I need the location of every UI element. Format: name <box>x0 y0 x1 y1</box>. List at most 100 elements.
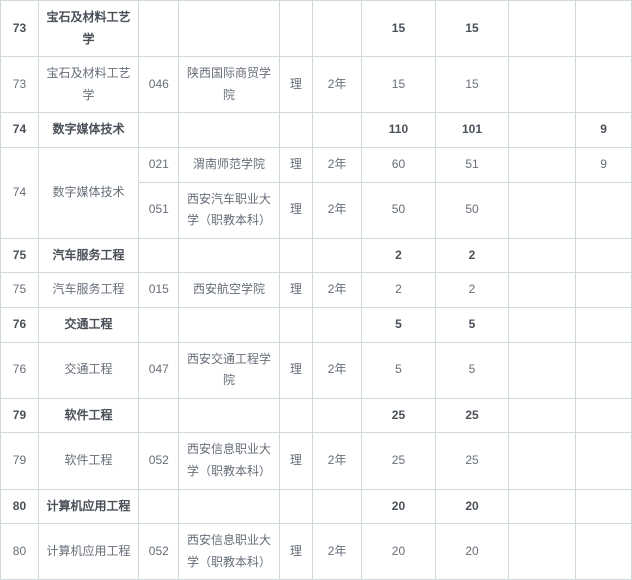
table-cell <box>576 273 632 308</box>
table-cell <box>279 489 312 524</box>
table-cell <box>279 1 312 57</box>
table-cell: 交通工程 <box>38 342 138 398</box>
table-cell: 宝石及材料工艺学 <box>38 1 138 57</box>
table-cell <box>576 433 632 489</box>
table-cell: 西安汽车职业大学（职教本科） <box>179 182 279 238</box>
table-cell: 75 <box>1 273 39 308</box>
table-cell: 汽车服务工程 <box>38 238 138 273</box>
table-cell: 理 <box>279 524 312 580</box>
table-row: 80计算机应用工程052西安信息职业大学（职教本科）理2年2020 <box>1 524 632 580</box>
table-cell: 75 <box>1 238 39 273</box>
table-cell: 20 <box>362 489 436 524</box>
table-cell <box>576 57 632 113</box>
table-cell: 20 <box>435 489 509 524</box>
table-cell <box>509 524 576 580</box>
table-cell <box>279 398 312 433</box>
table-cell: 79 <box>1 433 39 489</box>
table-cell: 5 <box>362 307 436 342</box>
table-row: 75汽车服务工程22 <box>1 238 632 273</box>
table-cell <box>576 489 632 524</box>
table-cell <box>576 398 632 433</box>
table-cell: 73 <box>1 1 39 57</box>
table-cell <box>576 238 632 273</box>
table-cell <box>279 307 312 342</box>
table-cell: 051 <box>139 182 179 238</box>
table-cell: 76 <box>1 307 39 342</box>
table-cell: 2年 <box>313 524 362 580</box>
table-cell <box>576 307 632 342</box>
table-cell <box>509 113 576 148</box>
table-cell: 理 <box>279 57 312 113</box>
table-cell: 宝石及材料工艺学 <box>38 57 138 113</box>
table-cell: 软件工程 <box>38 398 138 433</box>
table-row: 76交通工程 55 <box>1 307 632 342</box>
table-cell <box>313 307 362 342</box>
table-cell: 25 <box>435 433 509 489</box>
table-cell: 理 <box>279 182 312 238</box>
table-cell: 80 <box>1 489 39 524</box>
table-cell: 渭南师范学院 <box>179 147 279 182</box>
table-cell <box>576 182 632 238</box>
table-cell: 047 <box>139 342 179 398</box>
table-cell: 25 <box>435 398 509 433</box>
table-cell <box>313 489 362 524</box>
data-table: 73宝石及材料工艺学151573宝石及材料工艺学046陕西国际商贸学院理2年15… <box>0 0 632 580</box>
table-cell: 2 <box>362 273 436 308</box>
table-cell <box>509 342 576 398</box>
table-cell <box>576 524 632 580</box>
table-cell: 60 <box>362 147 436 182</box>
table-row: 80计算机应用工程2020 <box>1 489 632 524</box>
table-cell: 20 <box>362 524 436 580</box>
table-cell: 2 <box>362 238 436 273</box>
table-cell <box>576 342 632 398</box>
table-cell <box>179 398 279 433</box>
table-cell: 西安航空学院 <box>179 273 279 308</box>
table-cell: 2年 <box>313 342 362 398</box>
table-cell: 110 <box>362 113 436 148</box>
table-row: 74数字媒体技术1101019 <box>1 113 632 148</box>
table-cell: 15 <box>435 1 509 57</box>
table-cell: 50 <box>362 182 436 238</box>
table-cell: 015 <box>139 273 179 308</box>
table-cell: 74 <box>1 113 39 148</box>
table-cell <box>179 1 279 57</box>
table-cell <box>509 182 576 238</box>
table-cell <box>179 489 279 524</box>
table-cell: 软件工程 <box>38 433 138 489</box>
table-cell: 2年 <box>313 182 362 238</box>
table-cell: 5 <box>362 342 436 398</box>
table-cell: 2年 <box>313 57 362 113</box>
table-cell: 80 <box>1 524 39 580</box>
table-cell: 西安信息职业大学（职教本科） <box>179 433 279 489</box>
table-cell: 76 <box>1 342 39 398</box>
table-cell: 5 <box>435 342 509 398</box>
table-cell <box>313 238 362 273</box>
table-cell: 2 <box>435 273 509 308</box>
table-cell: 9 <box>576 147 632 182</box>
table-cell <box>313 1 362 57</box>
table-cell <box>139 489 179 524</box>
table-cell <box>509 147 576 182</box>
table-cell: 25 <box>362 433 436 489</box>
table-cell: 052 <box>139 433 179 489</box>
table-cell: 2年 <box>313 433 362 489</box>
table-cell: 5 <box>435 307 509 342</box>
table-cell <box>179 113 279 148</box>
table-cell: 50 <box>435 182 509 238</box>
table-cell <box>139 398 179 433</box>
table-cell: 20 <box>435 524 509 580</box>
table-cell: 数字媒体技术 <box>38 113 138 148</box>
table-row: 74数字媒体技术021渭南师范学院理2年60519 <box>1 147 632 182</box>
table-cell: 汽车服务工程 <box>38 273 138 308</box>
table-cell: 2年 <box>313 273 362 308</box>
table-cell: 数字媒体技术 <box>38 147 138 238</box>
table-row: 76交通工程047西安交通工程学院理2年55 <box>1 342 632 398</box>
table-cell: 西安交通工程学院 <box>179 342 279 398</box>
table-cell <box>279 113 312 148</box>
table-cell: 交通工程 <box>38 307 138 342</box>
table-cell <box>509 1 576 57</box>
table-row: 73宝石及材料工艺学046陕西国际商贸学院理2年1515 <box>1 57 632 113</box>
table-cell <box>279 238 312 273</box>
table-cell: 2年 <box>313 147 362 182</box>
table-cell: 021 <box>139 147 179 182</box>
